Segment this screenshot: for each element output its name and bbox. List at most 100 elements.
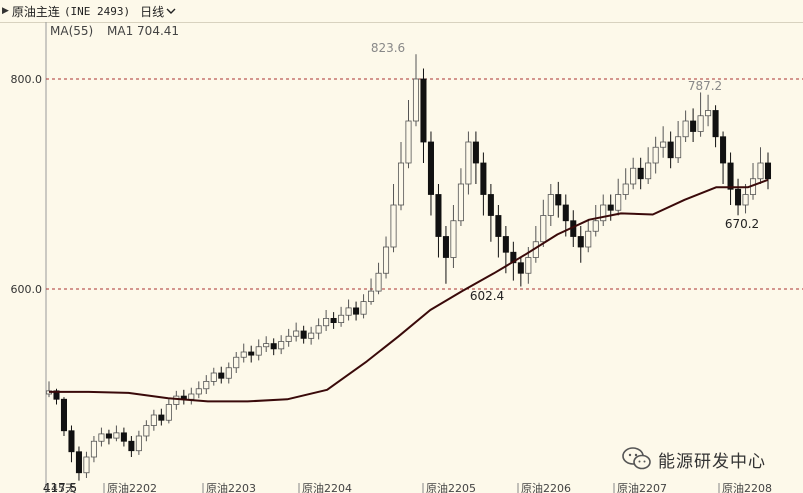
candle bbox=[210, 367, 217, 386]
candle bbox=[345, 299, 352, 321]
ma-line-group bbox=[49, 178, 769, 403]
candle bbox=[615, 178, 622, 216]
candle-body bbox=[120, 432, 127, 442]
chevron-down-icon[interactable] bbox=[166, 6, 176, 16]
x-tick-label: 原油2206 bbox=[521, 481, 571, 493]
title-bar: ▶ 原油主连 (INE 2493) 日线 bbox=[0, 0, 803, 23]
candle-body bbox=[495, 215, 502, 237]
candle bbox=[60, 397, 68, 436]
x-tick-label: 原油2204 bbox=[302, 481, 352, 493]
candle bbox=[397, 142, 405, 211]
candle-body bbox=[105, 433, 112, 439]
candle bbox=[742, 184, 749, 214]
ma-value: MA1 704.41 bbox=[107, 24, 180, 38]
price-annotation: 823.6 bbox=[371, 41, 405, 55]
candle bbox=[128, 436, 135, 457]
candle bbox=[630, 157, 637, 190]
candle-body bbox=[203, 380, 210, 390]
candle bbox=[622, 168, 629, 200]
candle-body bbox=[607, 204, 614, 211]
ma-line bbox=[49, 178, 769, 403]
candle-body bbox=[405, 120, 412, 164]
candle bbox=[83, 451, 90, 478]
candle-body bbox=[712, 110, 719, 138]
ma-label[interactable]: MA(55) bbox=[50, 24, 94, 38]
price-annotation: 670.2 bbox=[725, 217, 759, 231]
candle-body bbox=[742, 194, 749, 206]
candle-body bbox=[592, 220, 599, 232]
candle-body bbox=[690, 120, 697, 132]
candle-body bbox=[195, 388, 202, 395]
candle bbox=[645, 147, 652, 184]
candle bbox=[90, 436, 97, 463]
candle bbox=[764, 152, 772, 190]
candle bbox=[487, 184, 494, 242]
candle bbox=[712, 105, 719, 148]
candle bbox=[540, 199, 547, 247]
candle bbox=[547, 184, 554, 226]
candle bbox=[150, 409, 157, 431]
candle bbox=[225, 362, 232, 384]
candle-body bbox=[675, 136, 682, 159]
candle-body bbox=[480, 162, 487, 195]
candle bbox=[667, 131, 674, 169]
candle bbox=[495, 205, 502, 258]
indicator-legend: MA(55) MA1 704.41 bbox=[50, 24, 189, 38]
period-selector[interactable]: 日线 bbox=[140, 4, 165, 19]
candle bbox=[285, 328, 292, 347]
candle bbox=[427, 131, 434, 216]
candle-body bbox=[83, 456, 90, 474]
candle-body bbox=[210, 372, 217, 382]
candle bbox=[278, 335, 285, 355]
candle-body bbox=[60, 398, 68, 432]
candle-body bbox=[682, 120, 689, 138]
candle bbox=[757, 147, 764, 184]
candle-body bbox=[375, 272, 382, 292]
candle-body bbox=[525, 257, 532, 274]
candle bbox=[203, 375, 210, 394]
candle bbox=[375, 262, 382, 295]
candle bbox=[248, 345, 255, 363]
candle-body bbox=[75, 451, 82, 474]
candle bbox=[472, 131, 479, 184]
candle-body bbox=[173, 395, 180, 405]
candle bbox=[405, 100, 412, 169]
x-tick-label: 原油2205 bbox=[426, 481, 476, 493]
candle-body bbox=[502, 236, 509, 253]
candle bbox=[135, 430, 142, 455]
candle bbox=[270, 338, 277, 356]
candle bbox=[450, 205, 457, 268]
candle bbox=[105, 429, 112, 445]
candle-body bbox=[218, 372, 225, 379]
candle-body bbox=[637, 167, 644, 180]
candle bbox=[480, 152, 487, 216]
candle-body bbox=[487, 194, 494, 216]
candle bbox=[420, 68, 427, 163]
candle bbox=[690, 108, 697, 142]
candle-body bbox=[330, 317, 337, 323]
instrument-title[interactable]: 原油主连 bbox=[11, 4, 60, 19]
candle-body bbox=[435, 194, 442, 237]
candle-body bbox=[652, 146, 659, 164]
candle-body bbox=[53, 390, 60, 400]
candle-body bbox=[720, 136, 727, 164]
candle-body bbox=[547, 194, 554, 216]
candle bbox=[555, 181, 562, 218]
candle bbox=[330, 312, 337, 329]
candle-body bbox=[397, 162, 405, 206]
candle-body bbox=[735, 188, 742, 206]
candle bbox=[120, 427, 127, 447]
y-tick-labels: 800.0 600.0 bbox=[11, 73, 43, 296]
x-tick-label: 原油2203 bbox=[206, 481, 256, 493]
candle bbox=[532, 226, 539, 263]
candle-body bbox=[263, 343, 270, 348]
instrument-dropdown-icon[interactable]: ▶ bbox=[2, 6, 9, 16]
candle bbox=[315, 318, 322, 340]
candle-body bbox=[517, 262, 524, 274]
candle bbox=[98, 427, 105, 447]
candle-body bbox=[293, 330, 300, 337]
candle-body bbox=[135, 435, 142, 452]
candle-body bbox=[577, 236, 584, 248]
candle bbox=[577, 226, 584, 263]
